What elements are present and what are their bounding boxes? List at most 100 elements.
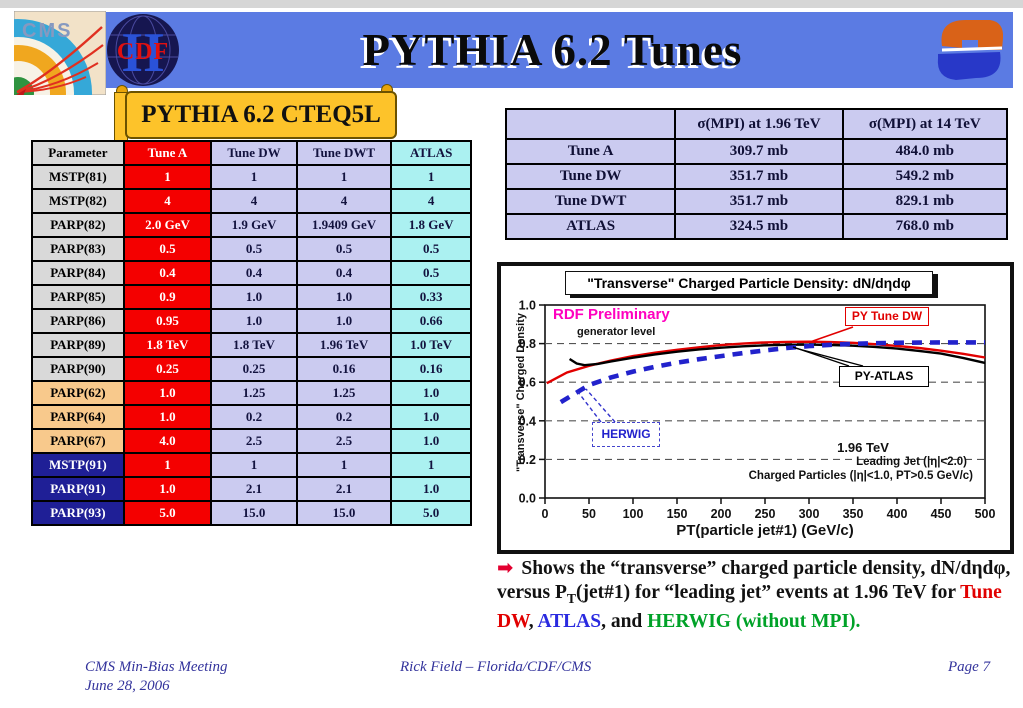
y-tick-label: 0.6: [519, 376, 536, 390]
footer-meeting-date: June 28, 2006: [85, 678, 170, 694]
param-value-cell: 0.33: [390, 284, 472, 310]
param-value-cell: 0.16: [295, 356, 393, 382]
chart-panel: 0.0 0.2 0.4 0.6 0.8 1.0 0 50 100 150 200 250 300 350 4…: [497, 262, 1014, 554]
param-value-cell: 0.5: [122, 236, 213, 262]
footer-page-number: Page 7: [948, 659, 991, 675]
bullet-subscript: T: [566, 590, 576, 606]
param-value-cell: 1.0: [390, 476, 472, 502]
footer-author: Rick Field – Florida/CDF/CMS: [400, 659, 592, 675]
bullet-arrow-icon: ➡: [497, 556, 514, 579]
param-value-cell: 1.0: [295, 284, 393, 310]
param-value-cell: 0.2: [210, 404, 298, 430]
param-value-cell: 1.0: [390, 380, 472, 406]
cdf-logo: II CDF: [107, 14, 179, 86]
param-name-cell: MSTP(82): [31, 188, 125, 214]
cdf-logo-numeral: II: [121, 22, 165, 84]
mpi-col-header: σ(MPI) at 1.96 TeV: [674, 108, 844, 140]
y-tick-label: 0.2: [519, 453, 536, 467]
param-col-header: Tune DWT: [295, 140, 393, 166]
param-value-cell: 1.0: [390, 428, 472, 454]
charged-particles-label: Charged Particles (|η|<1.0, PT>0.5 GeV/c…: [748, 470, 973, 482]
mpi-value-cell: 549.2 mb: [841, 163, 1009, 190]
param-value-cell: 4: [122, 188, 213, 214]
mpi-value-cell: 768.0 mb: [841, 213, 1009, 240]
table-row: PARP(62) 1.0 1.25 1.25 1.0: [31, 380, 472, 406]
table-row: MSTP(82) 4 4 4 4: [31, 188, 472, 214]
mpi-table-head: σ(MPI) at 1.96 TeV σ(MPI) at 14 TeV: [504, 108, 1009, 140]
bullet-atlas: ATLAS: [537, 610, 602, 632]
param-value-cell: 1.8 GeV: [390, 212, 472, 238]
plot-frame: [544, 304, 986, 499]
param-name-cell: PARP(86): [31, 308, 125, 334]
param-value-cell: 15.0: [210, 500, 298, 526]
param-value-cell: 1.8 TeV: [210, 332, 298, 358]
x-tick-label: 0: [542, 507, 549, 521]
param-value-cell: 0.9: [122, 284, 213, 310]
mpi-value-cell: 324.5 mb: [674, 213, 844, 240]
x-tick-label: 200: [711, 507, 732, 521]
param-value-cell: 0.4: [210, 260, 298, 286]
param-value-cell: 15.0: [295, 500, 393, 526]
table-row: MSTP(81) 1 1 1 1: [31, 164, 472, 190]
x-tick-label: 100: [623, 507, 644, 521]
param-value-cell: 0.5: [390, 260, 472, 286]
param-value-cell: 1: [122, 164, 213, 190]
mpi-row-label: Tune DWT: [504, 188, 677, 215]
table-row: Tune DWT 351.7 mb 829.1 mb: [504, 188, 1009, 215]
param-value-cell: 4: [295, 188, 393, 214]
table-row: PARP(89) 1.8 TeV 1.8 TeV 1.96 TeV 1.0 TeV: [31, 332, 472, 358]
param-value-cell: 1: [390, 452, 472, 478]
series-herwig-without-mpi-: [559, 340, 985, 405]
param-value-cell: 1.25: [295, 380, 393, 406]
param-name-cell: MSTP(91): [31, 452, 125, 478]
param-value-cell: 0.4: [295, 260, 393, 286]
pdf-banner: PYTHIA 6.2 CTEQ5L: [125, 91, 397, 139]
mpi-value-cell: 351.7 mb: [674, 188, 844, 215]
table-row: PARP(67) 4.0 2.5 2.5 1.0: [31, 428, 472, 454]
param-value-cell: 1.0: [210, 284, 298, 310]
bullet-tune-dw: Tune DW: [497, 581, 1002, 632]
mpi-col-header: σ(MPI) at 14 TeV: [841, 108, 1009, 140]
param-value-cell: 4.0: [122, 428, 213, 454]
param-name-cell: PARP(62): [31, 380, 125, 406]
slide-top-edge: [0, 0, 1023, 8]
table-row: PARP(83) 0.5 0.5 0.5 0.5: [31, 236, 472, 262]
table-row: PARP(91) 1.0 2.1 2.1 1.0: [31, 476, 472, 502]
param-name-cell: PARP(90): [31, 356, 125, 382]
cms-logo-text: CMS: [22, 20, 72, 42]
param-name-cell: PARP(89): [31, 332, 125, 358]
uf-logo: [937, 20, 1004, 80]
chart-callout-pointers: [577, 326, 864, 423]
series-py-atlas: [568, 343, 986, 367]
param-value-cell: 1.8 TeV: [122, 332, 213, 358]
param-value-cell: 1.25: [210, 380, 298, 406]
x-tick-label: 500: [975, 507, 996, 521]
param-name-cell: PARP(85): [31, 284, 125, 310]
param-value-cell: 1.0: [390, 404, 472, 430]
param-value-cell: 1.96 TeV: [295, 332, 393, 358]
x-tick-label: 300: [799, 507, 820, 521]
param-value-cell: 5.0: [122, 500, 213, 526]
param-value-cell: 1.9409 GeV: [295, 212, 393, 238]
param-value-cell: 1.0: [122, 476, 213, 502]
cms-logo: CMS: [14, 11, 106, 95]
table-row: PARP(93) 5.0 15.0 15.0 5.0: [31, 500, 472, 526]
chart-title: "Transverse" Charged Particle Density: d…: [565, 271, 933, 295]
mpi-table-body: Tune A 309.7 mb 484.0 mb Tune DW 351.7 mb 549…: [504, 138, 1009, 240]
param-col-header: ATLAS: [390, 140, 472, 166]
param-value-cell: 4: [390, 188, 472, 214]
legend-tune-dw: PY Tune DW: [845, 307, 929, 326]
param-value-cell: 5.0: [390, 500, 472, 526]
param-value-cell: 1.0: [122, 404, 213, 430]
x-tick-label: 350: [843, 507, 864, 521]
bullet-text-1: Shows the “transverse” charged particle …: [497, 558, 1011, 603]
mpi-row-label: Tune DW: [504, 163, 677, 190]
bullet-sep-1: ,: [528, 610, 538, 632]
x-tick-label: 50: [582, 507, 596, 521]
y-tick-label: 0.0: [519, 492, 536, 506]
param-value-cell: 1.0: [295, 308, 393, 334]
param-value-cell: 1: [210, 164, 298, 190]
table-row: Tune A 309.7 mb 484.0 mb: [504, 138, 1009, 165]
y-tick-label: 1.0: [519, 299, 536, 313]
x-axis-label: PT(particle jet#1) (GeV/c): [676, 522, 854, 539]
